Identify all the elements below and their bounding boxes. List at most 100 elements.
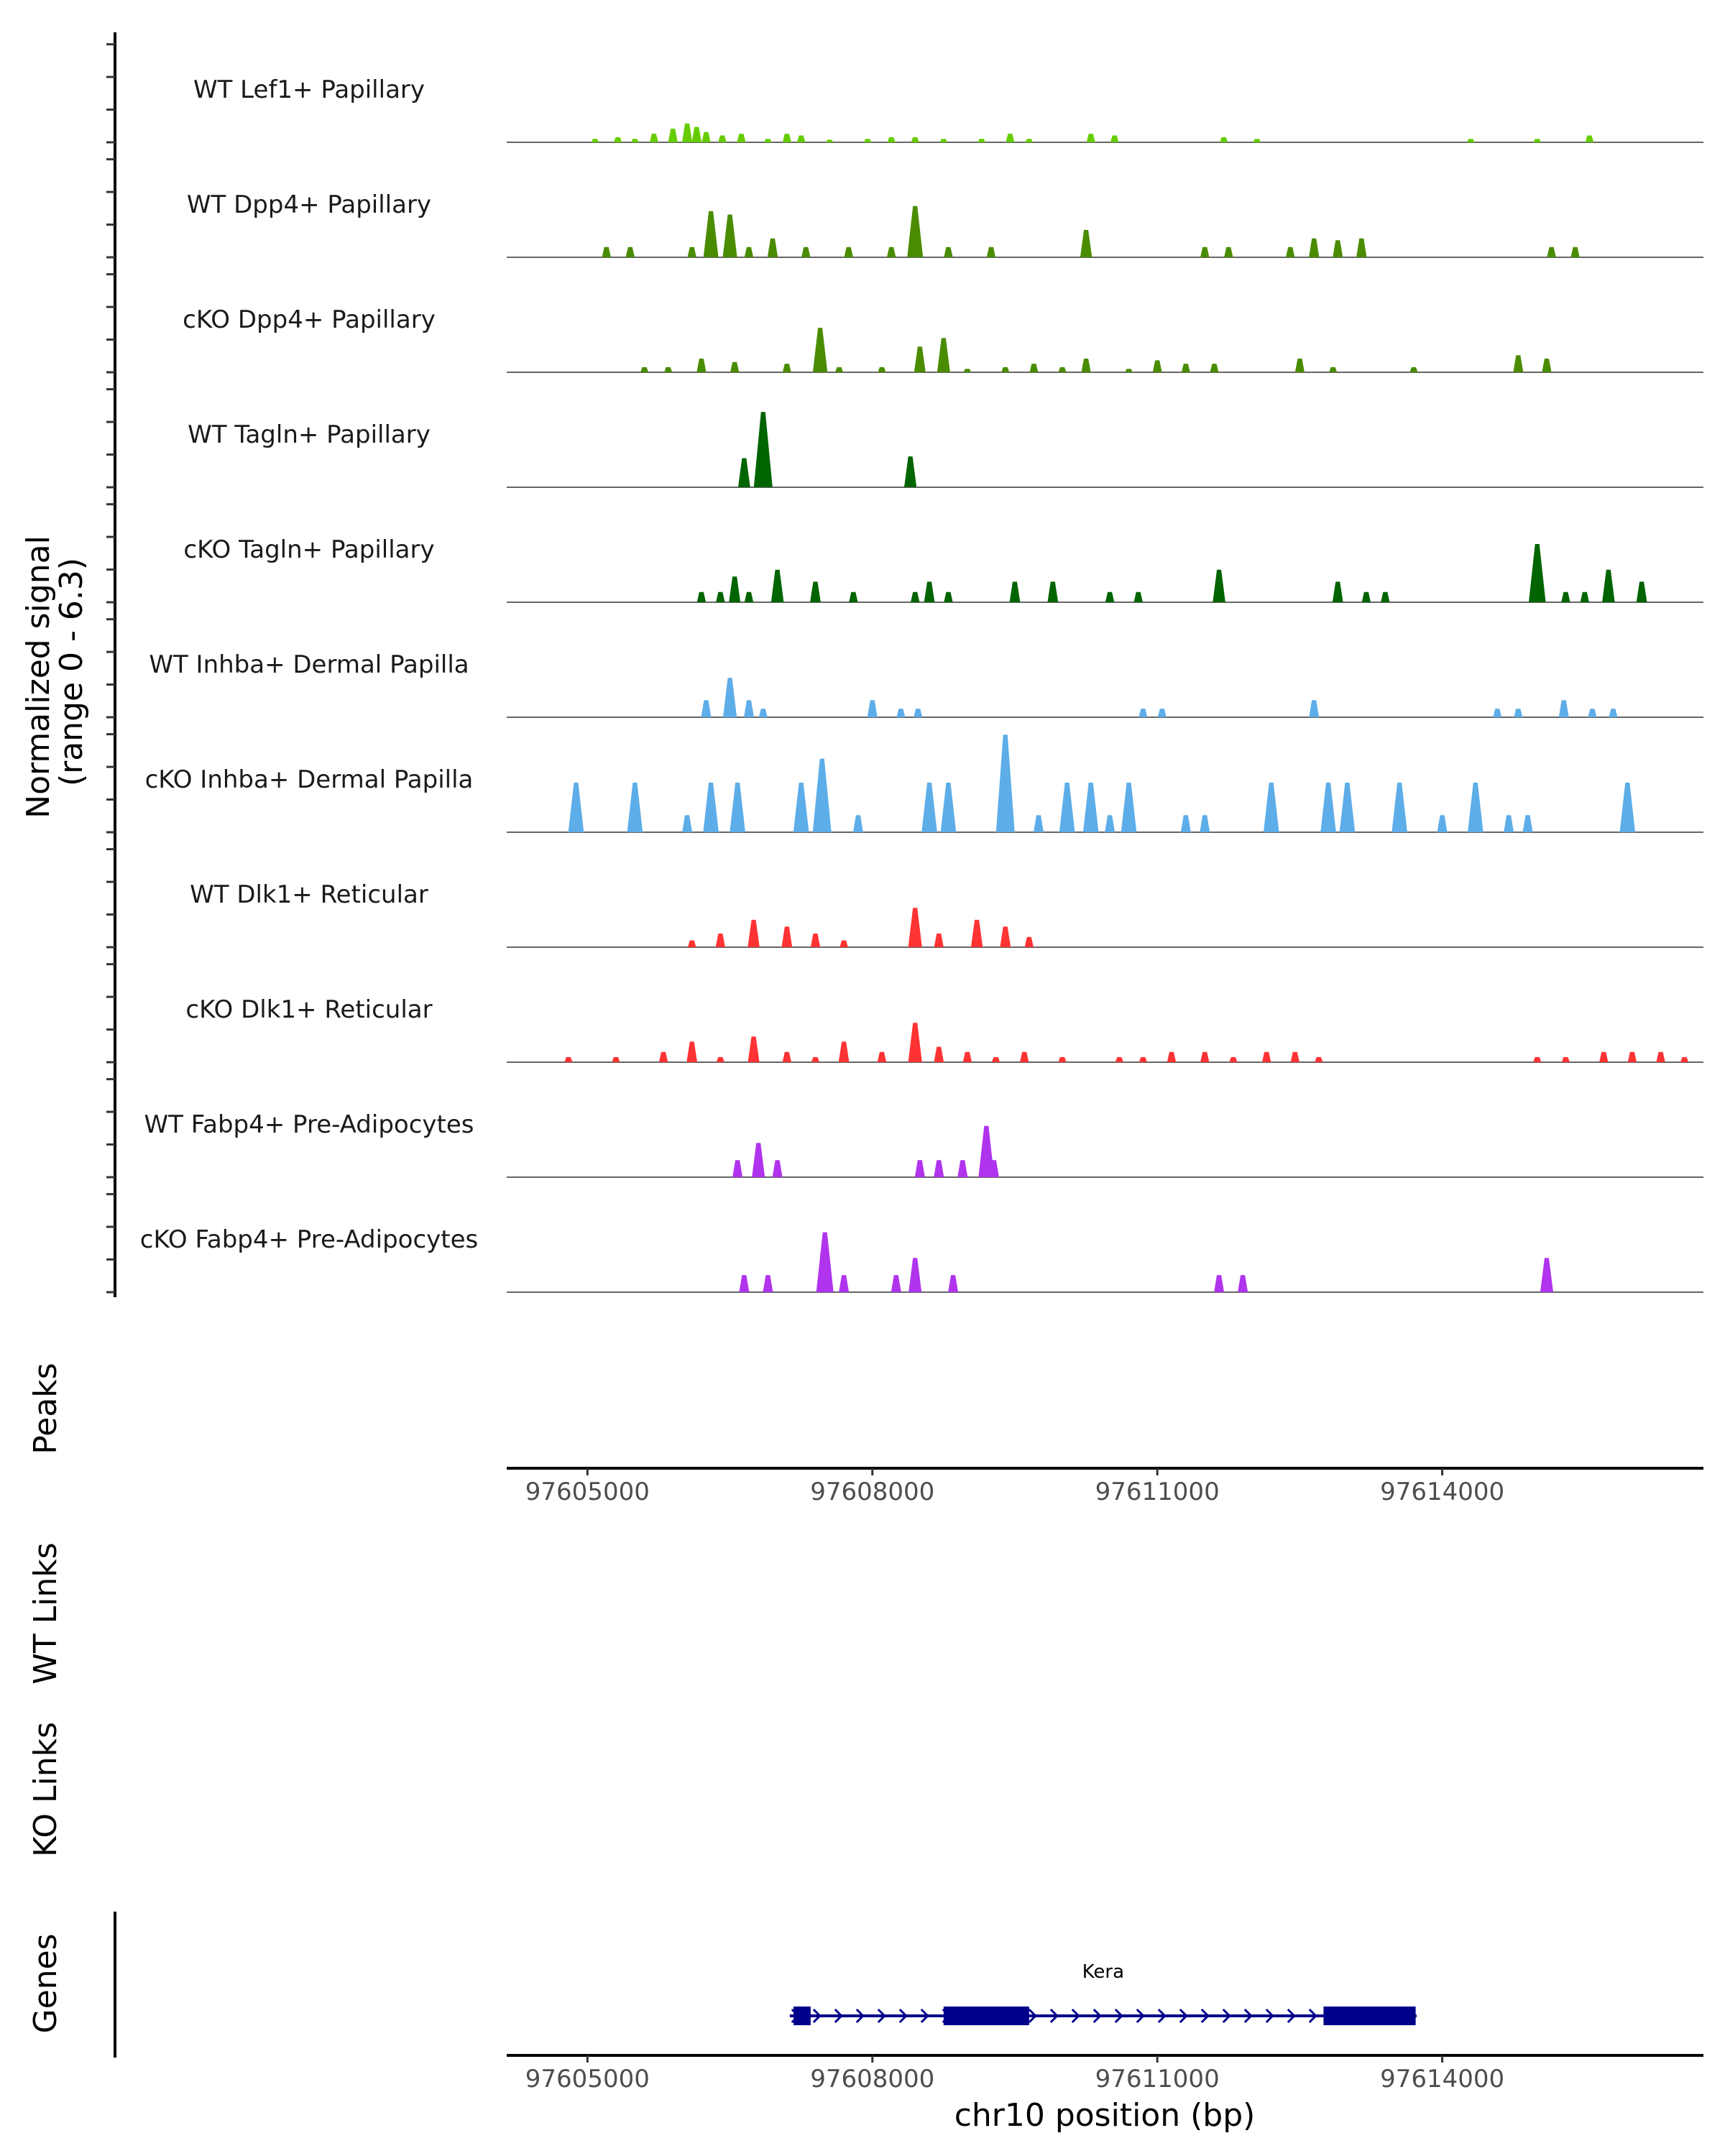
coverage-peak [681, 123, 693, 142]
coverage-peak [1561, 591, 1570, 602]
coverage-peak [1000, 926, 1011, 947]
coverage-peak [1181, 364, 1190, 372]
coverage-peak [810, 581, 821, 602]
coverage-peak [914, 346, 926, 372]
coverage-peak [1110, 135, 1119, 142]
coverage-peak [682, 815, 693, 832]
strand-arrow-icon [855, 2008, 865, 2024]
coverage-peak [1468, 782, 1484, 832]
coverage-peak [687, 247, 696, 257]
coverage-peak [934, 1160, 944, 1177]
coverage-peak [696, 358, 707, 372]
track-label: cKO Tagln+ Papillary [183, 535, 434, 564]
coverage-peak [944, 591, 953, 602]
genes-track-label: Genes [27, 1933, 64, 2033]
coverage-peak [1125, 369, 1133, 372]
coverage-peak [612, 1056, 620, 1062]
coverage-peak [701, 700, 712, 717]
coverage-peak [1086, 134, 1095, 142]
peaks-x-tick-label: 97614000 [1380, 1478, 1504, 1506]
track-label: WT Lef1+ Papillary [193, 75, 425, 104]
coverage-peak [715, 933, 725, 947]
peaks-x-tick-label: 97608000 [810, 1478, 934, 1506]
coverage-peak [963, 369, 972, 372]
coverage-peak [924, 581, 935, 602]
track-label: WT Fabp4+ Pre-Adipocytes [144, 1110, 474, 1139]
coverage-peak [1115, 1056, 1123, 1062]
coverage-peak [1602, 569, 1615, 602]
coverage-peak [944, 247, 953, 257]
coverage-peak [1315, 1056, 1323, 1062]
coverage-peak [722, 214, 737, 257]
coverage-peak [1309, 700, 1320, 717]
coverage-peak [702, 132, 711, 142]
coverage-peak [718, 135, 727, 142]
peaks-x-axis-ticks: 97605000 97608000 97611000 97614000 [525, 1468, 1504, 1506]
coverage-peak [1058, 1056, 1067, 1062]
coverage-peak [782, 364, 791, 372]
coverage-peak [1200, 247, 1210, 257]
track-label: cKO Dpp4+ Papillary [183, 305, 436, 334]
coverage-peak [703, 782, 719, 832]
coverage-peak [1121, 782, 1137, 832]
coverage-tracks: WT Lef1+ Papillary WT Dpp4+ Papillary cKO … [140, 75, 1703, 1293]
coverage-peak [627, 782, 643, 832]
coverage-peak [1558, 700, 1569, 717]
coverage-peak [1138, 1056, 1147, 1062]
coverage-peak [914, 1160, 925, 1177]
coverage-peak [1619, 782, 1636, 832]
strand-arrow-icon [877, 2008, 886, 2024]
coverage-peak [732, 1160, 743, 1177]
track-cko-dpp4-papillary: cKO Dpp4+ Papillary [183, 305, 1703, 373]
coverage-peak [904, 456, 917, 487]
x-axis-title: chr10 position (bp) [954, 2097, 1256, 2134]
coverage-peak [781, 926, 793, 947]
coverage-peak [668, 128, 678, 142]
y-axis [106, 32, 116, 1297]
strand-arrow-icon [1092, 2008, 1102, 2024]
track-wt-tagln-papillary: WT Tagln+ Papillary [188, 412, 1703, 488]
coverage-peak [1540, 1258, 1553, 1292]
y-axis-title-line-1: Normalized signal [20, 535, 57, 819]
ko-links-track-label: KO Links [27, 1722, 64, 1857]
coverage-peak [1533, 139, 1542, 142]
strand-arrow-icon [1179, 2008, 1188, 2024]
coverage-peak [970, 919, 983, 947]
coverage-peak [811, 1056, 820, 1062]
strand-arrow-icon [1265, 2008, 1274, 2024]
coverage-peak [812, 758, 832, 832]
coverage-peak [1320, 782, 1336, 832]
coverage-peak [1332, 581, 1343, 602]
coverage-peak [1680, 1056, 1689, 1062]
coverage-peak [1493, 709, 1502, 717]
coverage-peak [730, 361, 740, 372]
coverage-peak [796, 135, 806, 142]
coverage-peak [1229, 1056, 1238, 1062]
track-label: WT Tagln+ Papillary [188, 420, 431, 449]
coverage-peak [1580, 591, 1590, 602]
coverage-peak [1059, 782, 1075, 832]
coverage-peak [1105, 591, 1115, 602]
coverage-peak [849, 591, 858, 602]
coverage-peak [770, 569, 784, 602]
strand-arrow-icon [1114, 2008, 1123, 2024]
coverage-peak [763, 139, 772, 142]
coverage-peak [1261, 1051, 1271, 1062]
coverage-peak [844, 247, 853, 257]
coverage-peak [908, 908, 922, 947]
coverage-peak [763, 1275, 773, 1292]
coverage-peak [687, 940, 696, 947]
track-wt-lef1-papillary: WT Lef1+ Papillary [193, 75, 1703, 143]
coverage-peak [1034, 815, 1044, 832]
coverage-peak [1309, 238, 1320, 257]
coverage-peak [758, 709, 768, 717]
coverage-peak [1466, 139, 1475, 142]
coverage-peak [1437, 815, 1448, 832]
coverage-peak [664, 367, 673, 372]
coverage-peak [1513, 355, 1524, 372]
coverage-peak [739, 1275, 750, 1292]
coverage-peak [1224, 247, 1233, 257]
coverage-peak [886, 247, 896, 257]
coverage-peak [1200, 1051, 1210, 1062]
